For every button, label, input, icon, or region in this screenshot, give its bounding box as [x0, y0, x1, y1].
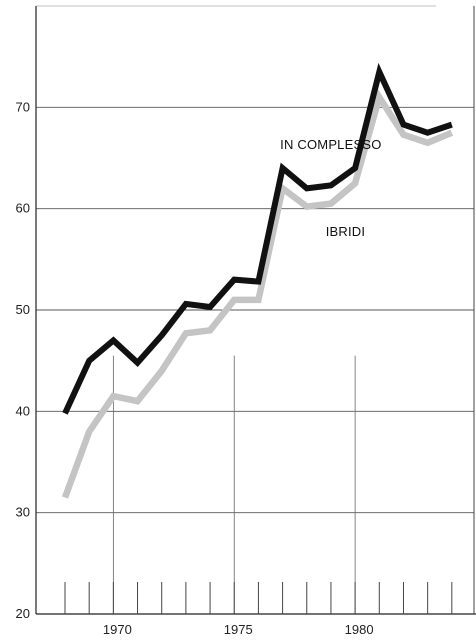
y-tick-label-60: 60	[16, 201, 30, 216]
series-lines	[61, 62, 454, 499]
x-tick-label-1980: 1980	[345, 622, 374, 637]
y-tick-label-40: 40	[16, 403, 30, 418]
series-line-ibridi	[61, 89, 454, 499]
labels: 20 30 40 50 60 70 1970 1975 1980 IN COMPLESSO IBRI…	[16, 99, 382, 637]
gridlines	[36, 106, 474, 614]
x-tick-label-1970: 1970	[103, 622, 132, 637]
y-tick-label-30: 30	[16, 505, 30, 520]
axes	[35, 5, 476, 615]
series-line-in-complesso	[62, 62, 453, 415]
y-tick-label-20: 20	[16, 606, 30, 621]
series-label-in-complesso: IN COMPLESSO	[280, 137, 381, 152]
y-tick-label-70: 70	[16, 99, 30, 114]
x-tick-label-1975: 1975	[224, 622, 253, 637]
y-tick-label-50: 50	[16, 302, 30, 317]
series-label-ibridi: IBRIDI	[326, 224, 365, 239]
